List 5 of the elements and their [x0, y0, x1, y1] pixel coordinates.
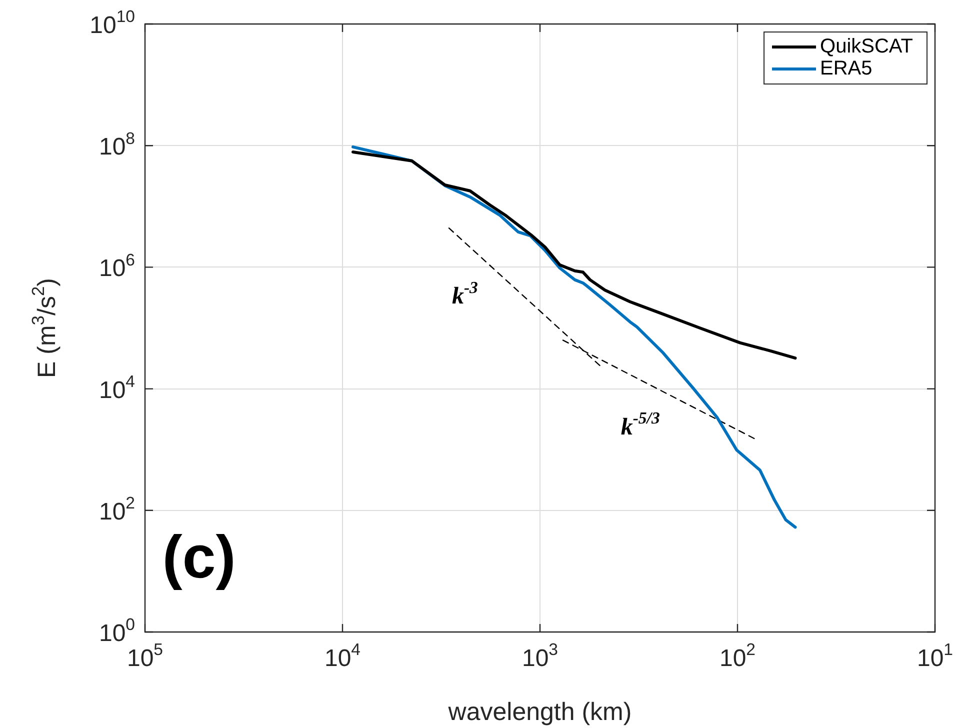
legend-label: QuikSCAT — [820, 36, 914, 58]
annotation: (c) — [162, 523, 236, 590]
x-axis-title: wavelength (km) — [447, 698, 632, 726]
y-axis-title: E (m3/s2) — [28, 278, 61, 378]
legend-label: ERA5 — [820, 58, 872, 80]
